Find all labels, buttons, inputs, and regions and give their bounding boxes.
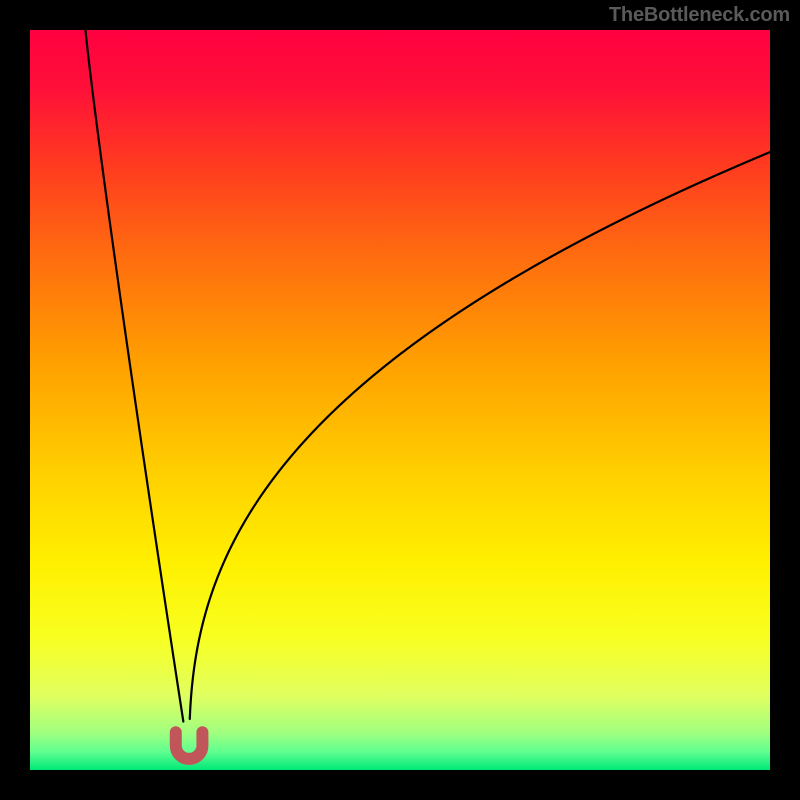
gradient-plot-area <box>30 30 770 770</box>
watermark-text: TheBottleneck.com <box>609 4 790 27</box>
chart-container: TheBottleneck.com <box>0 0 800 800</box>
bottleneck-plot <box>0 0 800 800</box>
